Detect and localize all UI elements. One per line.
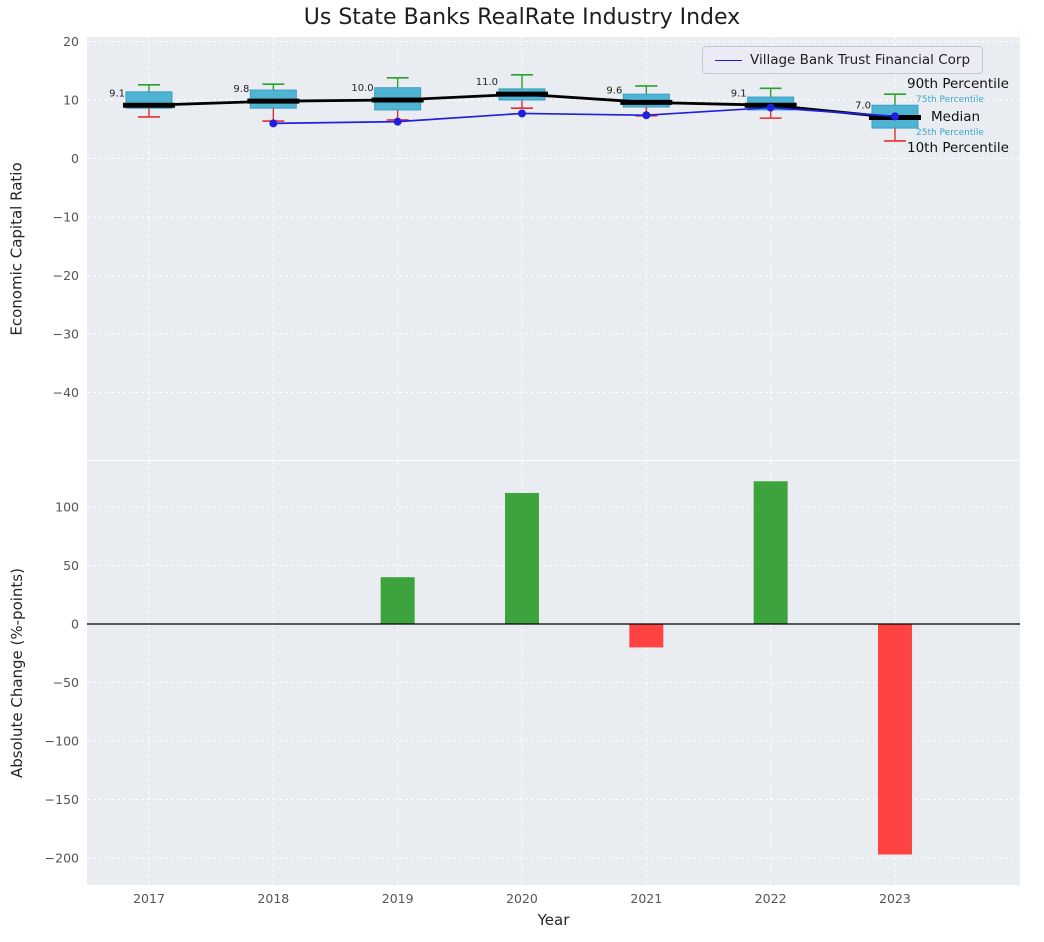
chart-title: Us State Banks RealRate Industry Index — [303, 5, 741, 30]
bars-group — [380, 481, 912, 855]
x-tick-label: 2022 — [755, 891, 787, 906]
y-tick-label: 10 — [63, 93, 79, 108]
x-tick-label: 2023 — [879, 891, 911, 906]
x-tick-label: 2017 — [133, 891, 165, 906]
company-marker — [393, 117, 402, 126]
median-value-label-2022: 9.1 — [731, 88, 747, 99]
x-tick-label: 2021 — [630, 891, 662, 906]
company-marker — [517, 109, 526, 118]
y-tick-label: −100 — [45, 734, 79, 749]
annotation-25th-percentile: 25th Percentile — [916, 128, 984, 138]
bar-2020 — [504, 492, 539, 624]
y-tick-labels-top: 20 10 0 −10 −20 −30 −40 — [53, 34, 79, 400]
x-tick-label: 2018 — [257, 891, 289, 906]
annotation-10th-percentile: 10th Percentile — [907, 140, 1009, 156]
y-tick-label: −20 — [53, 268, 79, 283]
annotation-75th-percentile: 75th Percentile — [916, 95, 984, 105]
y-tick-label: −150 — [45, 792, 79, 807]
company-marker — [269, 119, 278, 128]
legend-label: Village Bank Trust Financial Corp — [750, 52, 971, 68]
median-value-label-2020: 11.0 — [476, 77, 498, 88]
y-tick-label: −200 — [45, 851, 79, 866]
x-axis-label: Year — [537, 911, 570, 929]
gridlines-top — [87, 37, 1020, 460]
x-tick-labels: 2017 2018 2019 2020 2021 2022 2023 — [133, 891, 911, 906]
x-tick-label: 2019 — [382, 891, 414, 906]
company-series-group — [269, 103, 899, 128]
top-axes-background — [87, 37, 1020, 460]
bar-2019 — [380, 577, 415, 624]
median-value-label-2019: 10.0 — [351, 83, 373, 94]
y-tick-label: 20 — [63, 34, 79, 49]
company-marker — [642, 111, 651, 120]
y-axis-label-top: Economic Capital Ratio — [8, 161, 27, 336]
legend: Village Bank Trust Financial Corp — [702, 46, 984, 74]
y-tick-label: −30 — [53, 327, 79, 342]
annotation-median: Median — [931, 109, 981, 125]
y-tick-label: 50 — [63, 558, 79, 573]
median-value-label-2017: 9.1 — [109, 88, 125, 99]
company-marker — [890, 112, 899, 121]
median-value-label-2021: 9.6 — [606, 85, 622, 96]
y-axis-label-top-wrap: Economic Capital Ratio — [2, 37, 32, 460]
company-marker — [766, 103, 775, 112]
y-tick-label: 100 — [55, 500, 79, 515]
x-tick-label: 2020 — [506, 891, 538, 906]
bar-2022 — [753, 481, 788, 624]
median-value-label-2018: 9.8 — [233, 84, 249, 95]
y-tick-label: 0 — [71, 617, 79, 632]
y-axis-label-bottom-wrap: Absolute Change (%-points) — [2, 460, 32, 885]
y-tick-label: −50 — [53, 675, 79, 690]
y-tick-label: −40 — [53, 385, 79, 400]
y-tick-label: −10 — [53, 210, 79, 225]
y-tick-label: 0 — [71, 151, 79, 166]
y-tick-labels-bottom: 100 50 0 −50 −100 −150 −200 — [45, 500, 79, 866]
bottom-axes-background — [87, 461, 1020, 885]
bar-2023 — [877, 624, 912, 855]
legend-line-swatch — [715, 59, 742, 61]
annotation-90th-percentile: 90th Percentile — [907, 76, 1009, 92]
company-line — [273, 106, 896, 125]
bar-2021 — [629, 624, 664, 648]
median-value-label-2023: 7.0 — [855, 101, 871, 112]
y-axis-label-bottom: Absolute Change (%-points) — [8, 567, 26, 778]
